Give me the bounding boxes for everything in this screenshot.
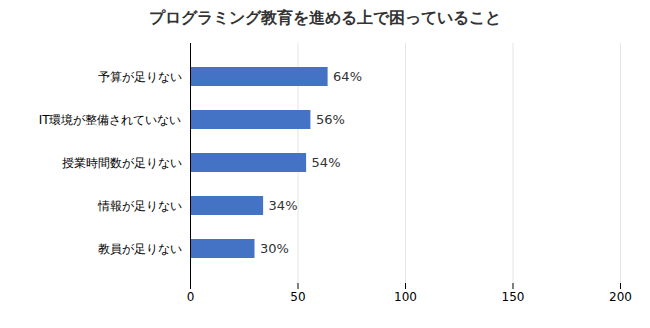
svg-text:150: 150 [502,290,525,304]
svg-text:0: 0 [187,290,195,304]
svg-text:教員が足りない: 教員が足りない [98,242,182,256]
svg-text:34%: 34% [269,198,298,213]
svg-text:56%: 56% [316,112,345,127]
svg-text:IT環境が整備されていない: IT環境が整備されていない [39,113,182,127]
svg-text:予算が足りない: 予算が足りない [98,70,182,84]
svg-text:50: 50 [290,290,305,304]
svg-text:200: 200 [609,290,632,304]
html-text:プログラミング教育を進める上で困っていること: プログラミング教育を進める上で困っていること [149,8,501,27]
svg-text:64%: 64% [333,69,362,84]
svg-text:情報が足りない: 情報が足りない [97,199,182,213]
svg-text:54%: 54% [312,155,341,170]
svg-text:30%: 30% [260,241,289,256]
svg-text:授業時間数が足りない: 授業時間数が足りない [62,156,182,170]
svg-text:100: 100 [394,290,417,304]
